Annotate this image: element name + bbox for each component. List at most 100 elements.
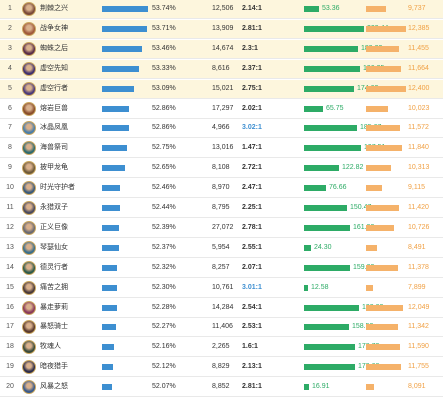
hero-name[interactable]: 虚空行者 bbox=[40, 84, 68, 92]
hero-name[interactable]: 荆棘之兴 bbox=[40, 5, 68, 12]
damage-bar bbox=[366, 364, 401, 371]
damage-bar bbox=[366, 45, 399, 52]
games-played: 8,970 bbox=[212, 184, 230, 192]
hero-name[interactable]: 海兽祭司 bbox=[40, 144, 68, 152]
hero-name[interactable]: 暗夜猎手 bbox=[40, 363, 68, 371]
hero-avatar[interactable] bbox=[22, 360, 36, 375]
hero-avatar[interactable] bbox=[22, 340, 36, 355]
damage-bar bbox=[366, 324, 398, 331]
table-row[interactable]: 17 暴怒骑士 52.27% 11,406 2.53:1 158.53 11,342 bbox=[0, 318, 443, 338]
table-row[interactable]: 9 披甲龙龟 52.65% 8,108 2.72:1 122.82 10,313 bbox=[0, 159, 443, 179]
gold-value: 159.03 bbox=[353, 263, 375, 271]
winrate-value: 53.74% bbox=[152, 5, 176, 12]
winrate-value: 52.16% bbox=[152, 343, 176, 351]
hero-name[interactable]: 琴瑟仙女 bbox=[40, 243, 68, 251]
hero-name[interactable]: 德灵行者 bbox=[40, 263, 68, 271]
rank-number: 8 bbox=[8, 144, 12, 152]
table-row[interactable]: 12 正义巨像 52.39% 27,072 2.78:1 161.93 10,726 bbox=[0, 219, 443, 238]
winrate-value: 52.28% bbox=[152, 303, 176, 311]
hero-avatar[interactable] bbox=[22, 21, 36, 36]
games-played: 2,265 bbox=[212, 343, 230, 351]
rank-number: 12 bbox=[6, 223, 14, 231]
damage-bar bbox=[366, 304, 403, 311]
hero-avatar[interactable] bbox=[22, 41, 36, 56]
hero-avatar[interactable] bbox=[22, 101, 36, 116]
hero-avatar[interactable] bbox=[22, 260, 36, 275]
damage-bar bbox=[366, 185, 382, 192]
hero-name[interactable]: 痛苦之拥 bbox=[40, 283, 68, 291]
games-played: 10,761 bbox=[212, 283, 234, 291]
table-row[interactable]: 14 德灵行者 52.32% 8,257 2.07:1 159.03 11,378 bbox=[0, 259, 443, 278]
hero-avatar[interactable] bbox=[22, 141, 36, 156]
hero-name[interactable]: 冰晶凤凰 bbox=[40, 124, 68, 132]
hero-avatar[interactable] bbox=[22, 220, 36, 235]
kda-value: 2.78:1 bbox=[242, 223, 262, 231]
hero-avatar[interactable] bbox=[22, 280, 36, 295]
table-row[interactable]: 10 时光守护者 52.46% 8,970 2.47:1 76.66 9,115 bbox=[0, 179, 443, 199]
winrate-bar bbox=[102, 364, 113, 371]
kda-value: 2.47:1 bbox=[242, 184, 262, 192]
gold-value: 53.36 bbox=[322, 5, 340, 12]
games-played: 8,852 bbox=[212, 383, 230, 391]
gold-value: 16.91 bbox=[312, 383, 330, 391]
hero-name[interactable]: 熔岩巨兽 bbox=[40, 104, 68, 112]
winrate-value: 52.07% bbox=[152, 383, 176, 391]
hero-avatar[interactable] bbox=[22, 61, 36, 76]
hero-name[interactable]: 永猎双子 bbox=[40, 204, 68, 211]
table-row[interactable]: 11 永猎双子 52.44% 8,795 2.25:1 150.47 11,420 bbox=[0, 199, 443, 218]
hero-name[interactable]: 战争女神 bbox=[40, 24, 68, 32]
games-played: 8,795 bbox=[212, 204, 230, 211]
hero-name[interactable]: 风暴之怒 bbox=[40, 383, 68, 391]
gold-bar bbox=[304, 105, 323, 112]
winrate-bar bbox=[102, 165, 125, 172]
table-row[interactable]: 1 荆棘之兴 53.74% 12,506 2.14:1 53.36 9,737 bbox=[0, 0, 443, 19]
hero-name[interactable]: 牧魂人 bbox=[40, 343, 61, 351]
kda-value: 3.01:1 bbox=[242, 283, 262, 291]
gold-value: 158.53 bbox=[352, 323, 374, 331]
hero-name[interactable]: 虚空先知 bbox=[40, 64, 68, 72]
table-row[interactable]: 6 熔岩巨兽 52.86% 17,297 2.02:1 65.75 10,023 bbox=[0, 100, 443, 119]
hero-name[interactable]: 披甲龙龟 bbox=[40, 164, 68, 172]
hero-name[interactable]: 暴怒骑士 bbox=[40, 323, 68, 331]
damage-bar bbox=[366, 344, 400, 351]
hero-avatar[interactable] bbox=[22, 380, 36, 395]
hero-avatar[interactable] bbox=[22, 121, 36, 136]
games-played: 8,257 bbox=[212, 263, 230, 271]
hero-avatar[interactable] bbox=[22, 161, 36, 176]
table-row[interactable]: 13 琴瑟仙女 52.37% 5,954 2.55:1 24.30 8,491 bbox=[0, 239, 443, 258]
hero-name[interactable]: 暴走萝莉 bbox=[40, 303, 68, 311]
hero-avatar[interactable] bbox=[22, 181, 36, 196]
games-played: 8,108 bbox=[212, 164, 230, 172]
winrate-bar bbox=[102, 145, 127, 152]
gold-value: 12.58 bbox=[311, 283, 329, 291]
kda-value: 2.55:1 bbox=[242, 243, 262, 251]
damage-value: 11,840 bbox=[408, 144, 429, 152]
hero-avatar[interactable] bbox=[22, 300, 36, 315]
rank-number: 1 bbox=[8, 5, 12, 12]
hero-avatar[interactable] bbox=[22, 81, 36, 96]
winrate-bar bbox=[102, 65, 139, 72]
hero-avatar[interactable] bbox=[22, 320, 36, 335]
gold-value: 76.66 bbox=[329, 184, 347, 192]
hero-name[interactable]: 蜘蛛之后 bbox=[40, 44, 68, 52]
damage-value: 11,664 bbox=[408, 64, 429, 72]
hero-avatar[interactable] bbox=[22, 240, 36, 255]
winrate-bar bbox=[102, 6, 148, 12]
table-row[interactable]: 20 风暴之怒 52.07% 8,852 2.81:1 16.91 8,091 bbox=[0, 378, 443, 398]
hero-name[interactable]: 正义巨像 bbox=[40, 223, 68, 231]
hero-avatar[interactable] bbox=[22, 201, 36, 215]
winrate-bar bbox=[102, 244, 119, 251]
hero-name[interactable]: 时光守护者 bbox=[40, 184, 75, 192]
table-row[interactable]: 15 痛苦之拥 52.30% 10,761 3.01:1 12.58 7,899 bbox=[0, 279, 443, 298]
gold-bar bbox=[304, 264, 350, 271]
hero-avatar[interactable] bbox=[22, 2, 36, 16]
